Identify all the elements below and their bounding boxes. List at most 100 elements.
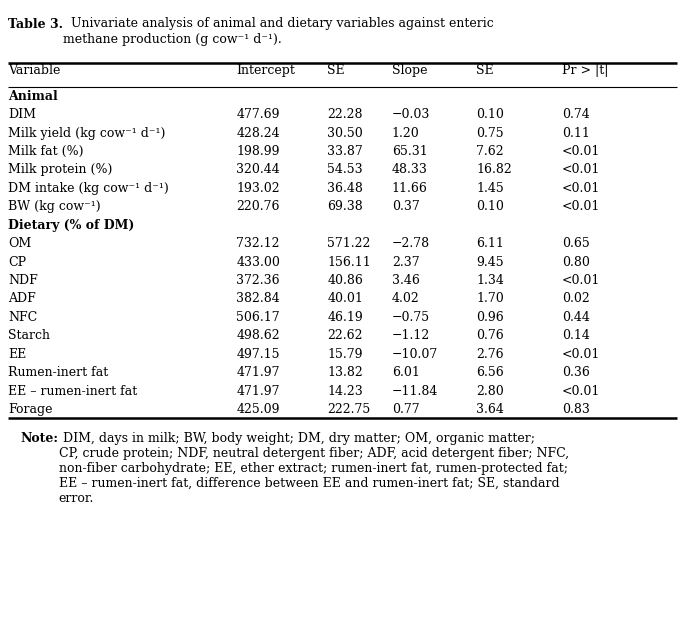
Text: 4.02: 4.02 [392, 292, 420, 306]
Text: 0.75: 0.75 [476, 126, 503, 139]
Text: 22.62: 22.62 [327, 329, 363, 342]
Text: Milk fat (%): Milk fat (%) [8, 145, 84, 158]
Text: 22.28: 22.28 [327, 108, 363, 121]
Text: Intercept: Intercept [236, 64, 295, 78]
Text: Milk yield (kg cow⁻¹ d⁻¹): Milk yield (kg cow⁻¹ d⁻¹) [8, 126, 166, 139]
Text: Slope: Slope [392, 64, 427, 78]
Text: 471.97: 471.97 [236, 366, 280, 379]
Text: 14.23: 14.23 [327, 384, 363, 398]
Text: 9.45: 9.45 [476, 256, 503, 269]
Text: 2.37: 2.37 [392, 256, 419, 269]
Text: 0.37: 0.37 [392, 200, 420, 213]
Text: 13.82: 13.82 [327, 366, 363, 379]
Text: EE – rumen-inert fat: EE – rumen-inert fat [8, 384, 138, 398]
Text: 3.46: 3.46 [392, 274, 420, 287]
Text: 16.82: 16.82 [476, 163, 512, 176]
Text: −1.12: −1.12 [392, 329, 430, 342]
Text: 506.17: 506.17 [236, 311, 280, 324]
Text: 156.11: 156.11 [327, 256, 371, 269]
Text: 33.87: 33.87 [327, 145, 363, 158]
Text: Variable: Variable [8, 64, 60, 78]
Text: 2.76: 2.76 [476, 348, 503, 361]
Text: 0.83: 0.83 [562, 403, 590, 416]
Text: −10.07: −10.07 [392, 348, 438, 361]
Text: −0.75: −0.75 [392, 311, 430, 324]
Text: Note:: Note: [21, 432, 58, 445]
Text: 6.11: 6.11 [476, 237, 504, 250]
Text: 220.76: 220.76 [236, 200, 280, 213]
Text: −11.84: −11.84 [392, 384, 438, 398]
Text: EE: EE [8, 348, 27, 361]
Text: Dietary (% of DM): Dietary (% of DM) [8, 219, 134, 232]
Text: Rumen-inert fat: Rumen-inert fat [8, 366, 108, 379]
Text: 471.97: 471.97 [236, 384, 280, 398]
Text: 0.76: 0.76 [476, 329, 504, 342]
Text: 1.20: 1.20 [392, 126, 420, 139]
Text: 40.01: 40.01 [327, 292, 363, 306]
Text: DIM, days in milk; BW, body weight; DM, dry matter; OM, organic matter;
CP, crud: DIM, days in milk; BW, body weight; DM, … [58, 432, 569, 505]
Text: 425.09: 425.09 [236, 403, 280, 416]
Text: 7.62: 7.62 [476, 145, 503, 158]
Text: Table 3.: Table 3. [8, 18, 63, 31]
Text: <0.01: <0.01 [562, 145, 600, 158]
Text: 0.74: 0.74 [562, 108, 590, 121]
Text: 30.50: 30.50 [327, 126, 363, 139]
Text: SE: SE [476, 64, 494, 78]
Text: <0.01: <0.01 [562, 163, 600, 176]
Text: 498.62: 498.62 [236, 329, 280, 342]
Text: 571.22: 571.22 [327, 237, 371, 250]
Text: −0.03: −0.03 [392, 108, 430, 121]
Text: 11.66: 11.66 [392, 182, 427, 195]
Text: 40.86: 40.86 [327, 274, 363, 287]
Text: 0.02: 0.02 [562, 292, 590, 306]
Text: Forage: Forage [8, 403, 53, 416]
Text: 0.77: 0.77 [392, 403, 419, 416]
Text: NFC: NFC [8, 311, 38, 324]
Text: 1.70: 1.70 [476, 292, 504, 306]
Text: 320.44: 320.44 [236, 163, 280, 176]
Text: 15.79: 15.79 [327, 348, 363, 361]
Text: DM intake (kg cow⁻¹ d⁻¹): DM intake (kg cow⁻¹ d⁻¹) [8, 182, 169, 195]
Text: 193.02: 193.02 [236, 182, 280, 195]
Text: <0.01: <0.01 [562, 348, 600, 361]
Text: −2.78: −2.78 [392, 237, 430, 250]
Text: 6.56: 6.56 [476, 366, 504, 379]
Text: 0.96: 0.96 [476, 311, 504, 324]
Text: 198.99: 198.99 [236, 145, 280, 158]
Text: BW (kg cow⁻¹): BW (kg cow⁻¹) [8, 200, 101, 213]
Text: <0.01: <0.01 [562, 182, 600, 195]
Text: 36.48: 36.48 [327, 182, 363, 195]
Text: 0.14: 0.14 [562, 329, 590, 342]
Text: 0.44: 0.44 [562, 311, 590, 324]
Text: 3.64: 3.64 [476, 403, 504, 416]
Text: 0.65: 0.65 [562, 237, 590, 250]
Text: <0.01: <0.01 [562, 274, 600, 287]
Text: 0.10: 0.10 [476, 200, 504, 213]
Text: 1.34: 1.34 [476, 274, 504, 287]
Text: SE: SE [327, 64, 345, 78]
Text: <0.01: <0.01 [562, 384, 600, 398]
Text: OM: OM [8, 237, 32, 250]
Text: Animal: Animal [8, 89, 58, 102]
Text: Milk protein (%): Milk protein (%) [8, 163, 112, 176]
Text: 433.00: 433.00 [236, 256, 280, 269]
Text: 497.15: 497.15 [236, 348, 280, 361]
Text: 0.10: 0.10 [476, 108, 504, 121]
Text: 222.75: 222.75 [327, 403, 371, 416]
Text: 732.12: 732.12 [236, 237, 280, 250]
Text: 0.36: 0.36 [562, 366, 590, 379]
Text: 54.53: 54.53 [327, 163, 363, 176]
Text: <0.01: <0.01 [562, 200, 600, 213]
Text: 477.69: 477.69 [236, 108, 280, 121]
Text: ADF: ADF [8, 292, 36, 306]
Text: 2.80: 2.80 [476, 384, 504, 398]
Text: 372.36: 372.36 [236, 274, 280, 287]
Text: DIM: DIM [8, 108, 36, 121]
Text: 428.24: 428.24 [236, 126, 280, 139]
Text: 1.45: 1.45 [476, 182, 504, 195]
Text: 69.38: 69.38 [327, 200, 363, 213]
Text: 46.19: 46.19 [327, 311, 363, 324]
Text: Univariate analysis of animal and dietary variables against enteric
methane prod: Univariate analysis of animal and dietar… [63, 18, 494, 46]
Text: Starch: Starch [8, 329, 50, 342]
Text: 48.33: 48.33 [392, 163, 427, 176]
